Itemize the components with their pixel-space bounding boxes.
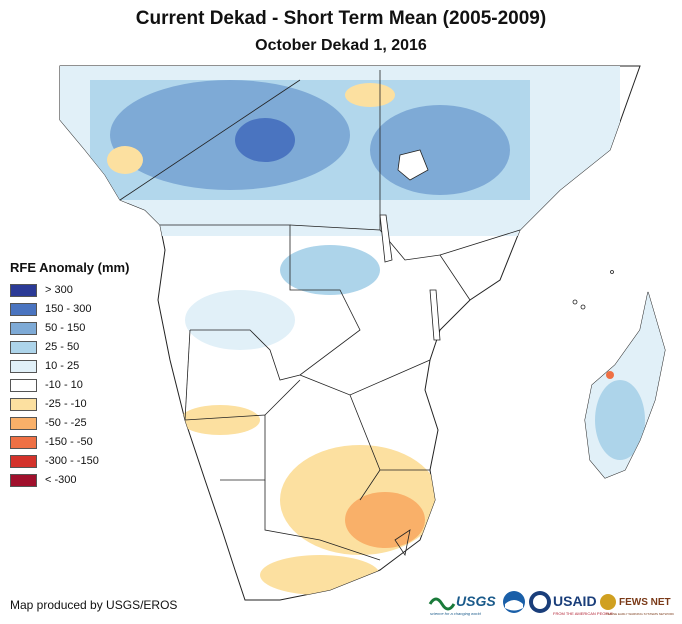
legend-item-neutral: -10 - 10: [10, 376, 129, 394]
legend-label: 150 - 300: [45, 303, 92, 315]
legend-swatch: [10, 378, 37, 392]
dry-zone-25-10-coast: [260, 555, 380, 595]
legend-label: 25 - 50: [45, 341, 80, 353]
dry-zone-50-25: [345, 492, 425, 548]
legend-item-50-150: 50 - 150: [10, 319, 129, 337]
legend-label: < -300: [45, 474, 77, 486]
legend-item-lt-neg300: < -300: [10, 471, 129, 489]
dry-zone-west-coast: [107, 146, 143, 174]
island-seychelles: [610, 270, 614, 274]
legend-item-neg25-neg10: -25 - -10: [10, 395, 129, 413]
usaid-text: USAID: [553, 593, 597, 609]
legend-item-neg300-neg150: -300 - -150: [10, 452, 129, 470]
legend-item-25-50: 25 - 50: [10, 338, 129, 356]
lake-victoria: [397, 149, 429, 181]
legend-swatch: [10, 302, 37, 316]
legend-title: RFE Anomaly (mm): [10, 260, 130, 275]
agency-logos: USGS science for a changing world USAID …: [428, 584, 678, 620]
fews-net-logo: FEWS NET FAMINE EARLY WARNING SYSTEMS NE…: [600, 594, 674, 616]
island-comoros-1: [572, 299, 578, 305]
legend-label: 50 - 150: [45, 322, 86, 334]
usaid-logo: USAID FROM THE AMERICAN PEOPLE: [529, 591, 613, 616]
logo-strip: USGS science for a changing world USAID …: [428, 591, 674, 616]
legend-swatch: [10, 435, 37, 449]
country-borders: [119, 70, 521, 561]
usgs-logo: USGS science for a changing world: [428, 593, 496, 616]
wet-zone-south-central: [185, 290, 295, 350]
dry-zone-north-tip: [345, 83, 395, 107]
legend-item-neg50-neg25: -50 - -25: [10, 414, 129, 432]
legend-swatch: [10, 283, 37, 297]
usaid-tagline: FROM THE AMERICAN PEOPLE: [553, 611, 613, 616]
legend-item-neg150-neg50: -150 - -50: [10, 433, 129, 451]
wet-zone-150-300: [235, 118, 295, 162]
legend-label: -25 - -10: [45, 398, 87, 410]
legend-swatch: [10, 397, 37, 411]
madagascar: [584, 291, 666, 479]
wet-zone-central: [280, 245, 380, 295]
mainland-africa: [59, 65, 641, 601]
map-subtitle: October Dekad 1, 2016: [255, 37, 427, 54]
usgs-tagline: science for a changing world: [430, 611, 481, 616]
madagascar-wet-25-50: [595, 380, 645, 460]
wet-zone-50-150-west: [110, 80, 350, 190]
legend-label: 10 - 25: [45, 360, 80, 372]
legend-item-10-25: 10 - 25: [10, 357, 129, 375]
legend-swatch: [10, 454, 37, 468]
fews-tagline: FAMINE EARLY WARNING SYSTEMS NETWORK: [606, 612, 674, 616]
legend-swatch: [10, 473, 37, 487]
legend-item-150-300: 150 - 300: [10, 300, 129, 318]
lake-malawi: [429, 289, 441, 341]
legend-label: -10 - 10: [45, 379, 83, 391]
wet-zone-50-150-east: [370, 105, 510, 195]
dry-zone-25-10-west: [180, 405, 260, 435]
fews-text: FEWS NET: [619, 597, 671, 608]
legend-swatch: [10, 416, 37, 430]
legend: RFE Anomaly (mm) > 300 150 - 300 50 - 15…: [10, 260, 129, 490]
dry-spot-tanzania: [508, 264, 516, 272]
usgs-text: USGS: [456, 593, 496, 609]
legend-label: > 300: [45, 284, 73, 296]
legend-swatch: [10, 340, 37, 354]
map-title: Current Dekad - Short Term Mean (2005-20…: [135, 8, 547, 29]
madagascar-dry-spot: [606, 371, 614, 379]
map-credit: Map produced by USGS/EROS: [10, 598, 178, 612]
legend-swatch: [10, 321, 37, 335]
legend-swatch: [10, 359, 37, 373]
legend-item-gt300: > 300: [10, 281, 129, 299]
legend-label: -300 - -150: [45, 455, 99, 467]
island-comoros-2: [580, 304, 586, 310]
lake-tanganyika: [379, 214, 393, 263]
legend-label: -50 - -25: [45, 417, 87, 429]
legend-label: -150 - -50: [45, 436, 93, 448]
noaa-logo: [503, 591, 525, 613]
